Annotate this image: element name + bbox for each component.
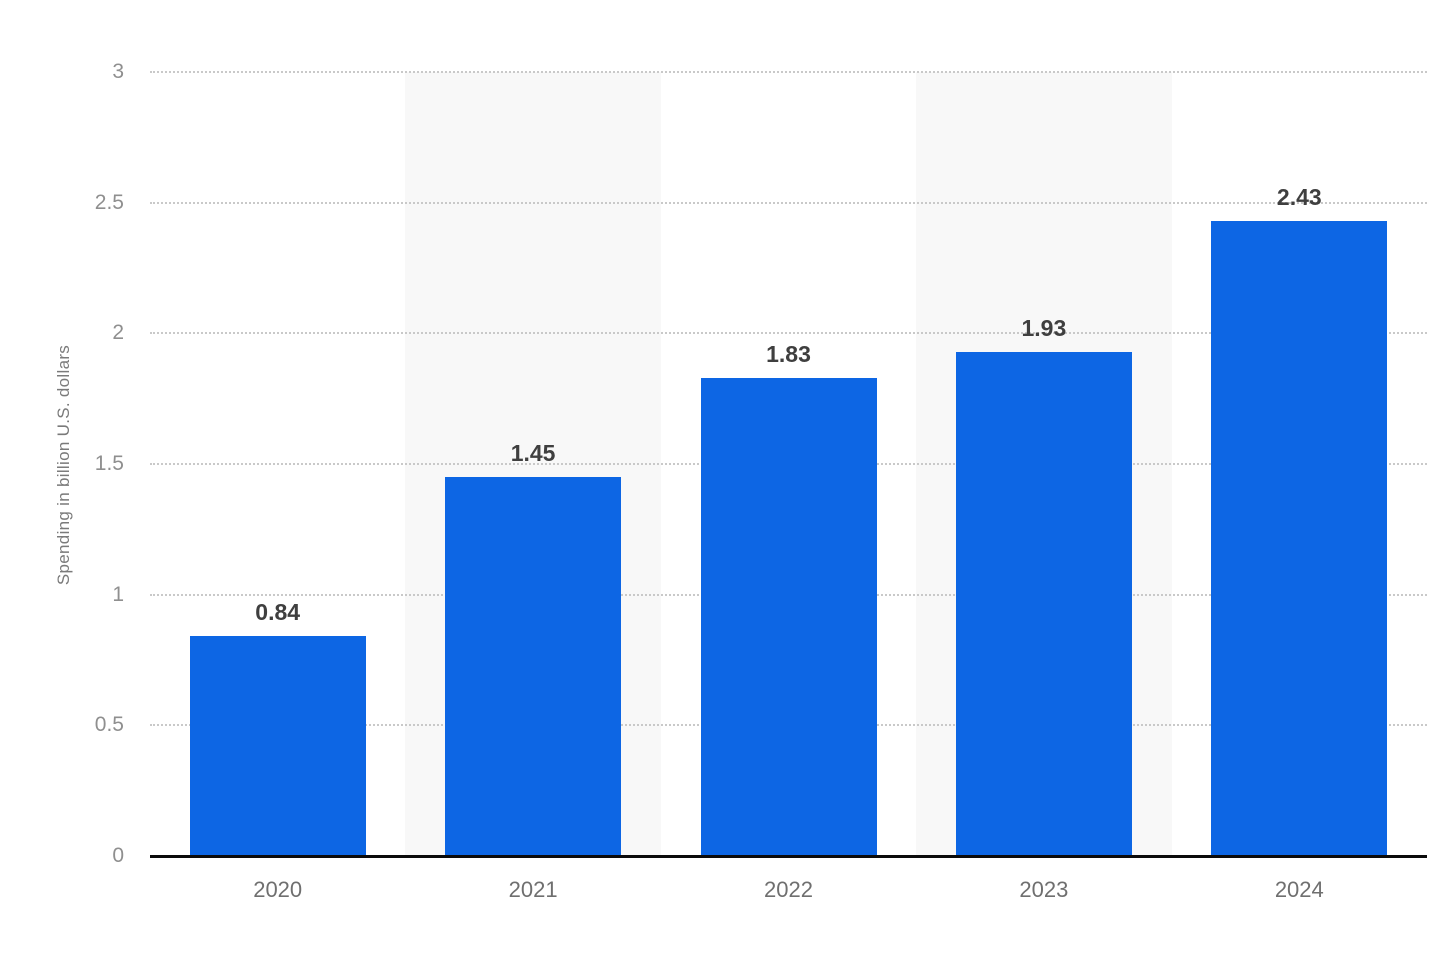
y-axis-tick-label: 2 [112, 321, 124, 345]
y-axis-tick-label: 0 [112, 844, 124, 867]
bar-2022 [700, 377, 877, 856]
x-axis-tick-label: 2023 [1019, 877, 1069, 902]
bar-2021 [445, 477, 622, 856]
gridline [150, 332, 1427, 335]
y-axis-tick-label: 1 [112, 582, 124, 606]
gridline [150, 71, 1427, 73]
x-axis-line [150, 855, 1427, 858]
x-axis-tick-label: 2024 [1274, 877, 1324, 902]
y-axis-tick-label: 1.5 [94, 452, 124, 475]
bar-value-label: 1.45 [510, 440, 556, 467]
y-axis-tick-label: 0.5 [94, 713, 124, 737]
bar-value-label: 0.84 [255, 599, 301, 626]
bar-2024 [1211, 220, 1388, 856]
y-axis-tick-label: 2.5 [94, 190, 124, 214]
bar-2023 [955, 351, 1132, 856]
gridline [150, 201, 1427, 204]
bar-value-label: 1.83 [766, 340, 811, 367]
bar-value-label: 2.43 [1276, 183, 1322, 210]
x-axis-tick-label: 2020 [253, 877, 303, 902]
x-axis-tick-label: 2022 [764, 877, 813, 902]
bar-2020 [189, 636, 366, 856]
bar-value-label: 1.93 [1021, 314, 1067, 341]
y-axis-tick-label: 3 [112, 60, 124, 83]
x-axis-tick-label: 2021 [508, 877, 558, 902]
